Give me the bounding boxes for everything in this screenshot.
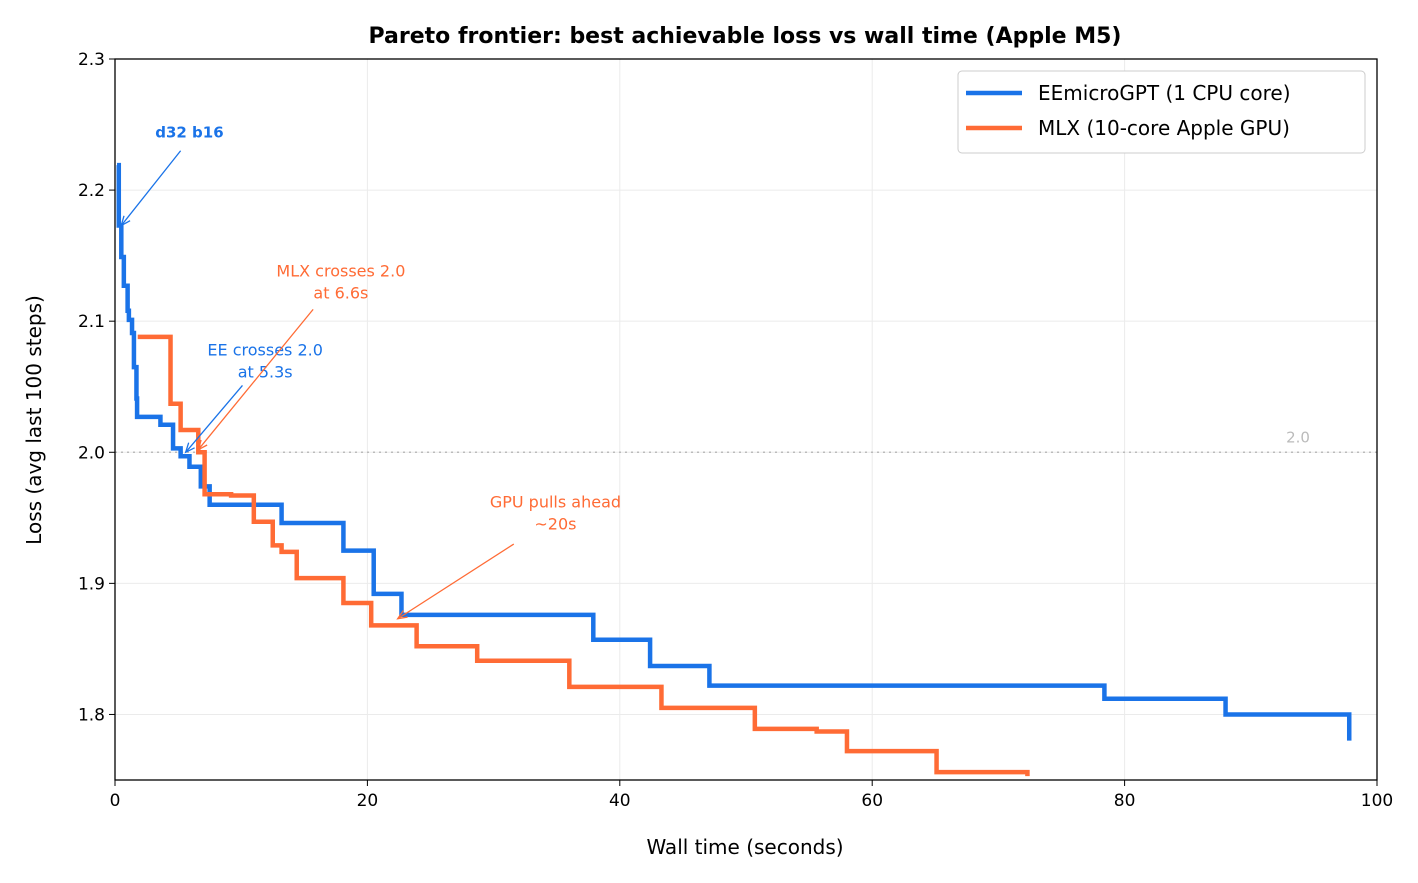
x-axis-label: Wall time (seconds)	[646, 835, 843, 859]
annotation-arrow	[185, 384, 243, 453]
annotation-text: MLX crosses 2.0	[276, 262, 405, 281]
annotations: d32 b16 EE crosses 2.0 at 5.3s MLX crosses …	[120, 124, 621, 620]
legend: EEmicroGPT (1 CPU core) MLX (10-core Appl…	[957, 70, 1366, 154]
chart-title: Pareto frontier: best achievable loss vs…	[369, 24, 1122, 49]
y-tick-label: 2.0	[78, 443, 105, 463]
x-tick-label: 20	[357, 791, 379, 811]
x-tick-label: 100	[1361, 791, 1393, 811]
series-group	[116, 162, 1352, 777]
plot-frame	[114, 58, 1378, 781]
x-tick-label: 80	[1114, 791, 1136, 811]
annotation-text: GPU pulls ahead	[490, 492, 621, 511]
legend-entry: MLX (10-core Apple GPU)	[1038, 116, 1290, 140]
legend-box	[957, 70, 1366, 154]
y-tick-label: 1.8	[78, 705, 105, 725]
annotation-arrowhead	[197, 439, 208, 451]
grid	[114, 58, 1378, 780]
y-tick-label: 2.3	[78, 50, 105, 70]
y-tick-label: 2.1	[78, 312, 105, 332]
y-axis-label: Loss (avg last 100 steps)	[22, 295, 46, 545]
reference-line-label: 2.0	[1286, 428, 1310, 446]
x-tick-label: 0	[110, 791, 121, 811]
x-tick-label: 40	[609, 791, 631, 811]
legend-entry: EEmicroGPT (1 CPU core)	[1038, 81, 1291, 105]
annotation-arrow	[397, 543, 515, 620]
series-line-eemicrogpt	[116, 162, 1352, 741]
annotation-arrowhead	[396, 610, 408, 620]
annotation-arrow	[120, 150, 182, 226]
annotation-arrowhead	[120, 215, 131, 227]
annotation-text: at 6.6s	[313, 284, 368, 303]
ticks: 0 20 40 60 80 100 1.8 1.9 2.0 2.1 2.2 2.3	[78, 50, 1393, 811]
reference-line: 2.0	[115, 428, 1377, 454]
series-line-mlx	[137, 334, 1030, 777]
annotation-text: d32 b16	[155, 124, 223, 142]
y-tick-label: 1.9	[78, 574, 105, 594]
annotation-arrow	[197, 308, 314, 451]
x-tick-label: 60	[861, 791, 883, 811]
annotation-text: ~20s	[534, 514, 576, 533]
y-tick-label: 2.2	[78, 181, 105, 201]
annotation-text: at 5.3s	[238, 362, 293, 381]
annotation-text: EE crosses 2.0	[207, 340, 323, 359]
annotation-arrowhead	[184, 442, 195, 454]
